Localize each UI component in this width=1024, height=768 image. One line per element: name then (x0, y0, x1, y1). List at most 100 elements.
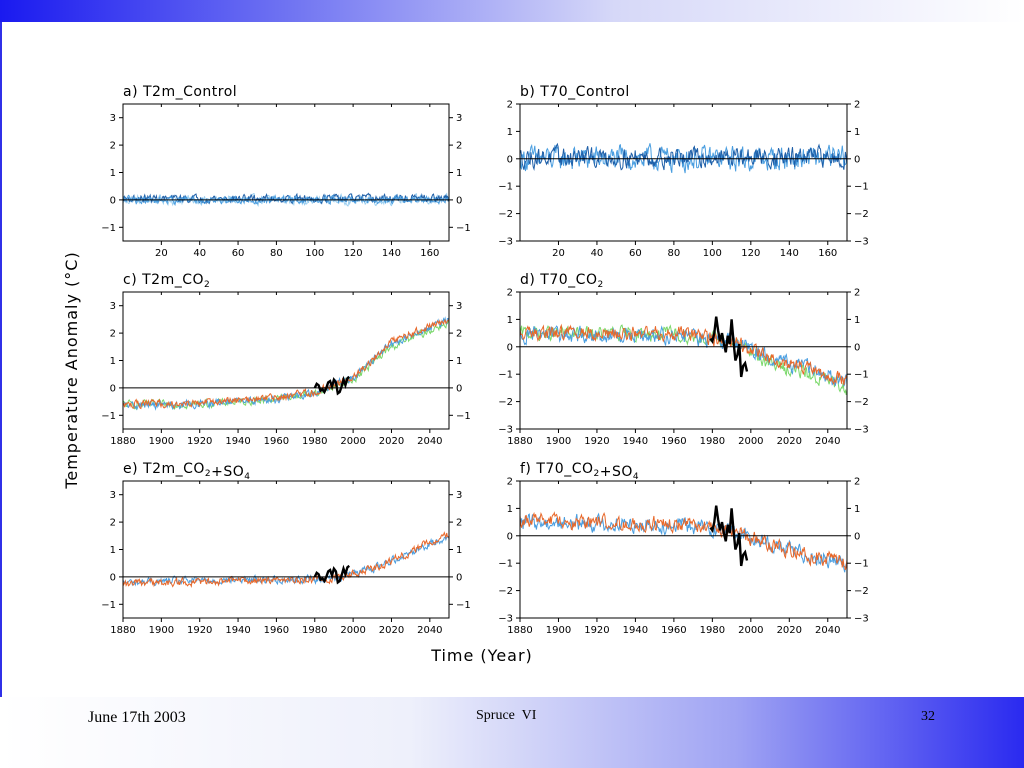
panel-f-ytick-left: −2 (498, 586, 513, 597)
panel-f-series-2 (520, 511, 847, 571)
panel-a-xtick: 120 (344, 248, 363, 259)
panel-e-xtick: 1920 (187, 625, 212, 636)
panel-d-ytick-left: −3 (498, 425, 513, 436)
panel-a-ytick-left: 2 (110, 141, 116, 152)
page-number: 32 (921, 709, 935, 724)
panel-f-xtick: 2000 (738, 625, 763, 636)
panel-c-xtick: 1900 (149, 436, 174, 447)
panel-d-ytick-right: −2 (854, 397, 869, 408)
panel-b-ytick-right: 2 (854, 100, 860, 111)
panel-b-ytick-left: −2 (498, 209, 513, 220)
panel-c-xtick: 1920 (187, 436, 212, 447)
panel-e-xtick: 1940 (225, 625, 250, 636)
panel-f-ytick-right: −1 (854, 559, 869, 570)
panel-e-series-2 (123, 531, 449, 588)
panel-e-observed-series (313, 564, 351, 585)
panel-d: d) T70_CO2 −3 −3 −2 −2 −1 −1 0 0 1 1 2 2 1880 1900 1920… (498, 272, 869, 447)
panel-b: b) T70_Control −3 −3 −2 −2 −1 −1 0 0 1 1 2 2 20 40 60 80… (498, 84, 869, 259)
panel-d-xtick: 1960 (661, 436, 686, 447)
slide-top-bar (0, 0, 1024, 22)
panel-a-ytick-left: 1 (110, 168, 116, 179)
panel-b-frame (519, 103, 848, 242)
panel-f-xtick: 1920 (584, 625, 609, 636)
panel-c: c) T2m_CO2 −1 −1 0 0 1 1 2 2 3 3 1880 1900 1920 1940 19… (101, 272, 471, 447)
panel-b-xtick: 60 (629, 248, 642, 259)
panel-e-title: e) T2m_CO2+SO4 (123, 461, 251, 482)
panel-d-observed-series (709, 316, 749, 378)
panel-e-series-1 (123, 535, 449, 587)
panel-c-xtick: 2020 (379, 436, 404, 447)
panel-c-xtick: 1880 (110, 436, 135, 447)
panel-b-ytick-left: −1 (498, 182, 513, 193)
panel-d-xtick: 2020 (777, 436, 802, 447)
panel-a-ytick-left: −1 (101, 223, 116, 234)
panel-b-xtick: 20 (552, 248, 565, 259)
panel-f-ytick-right: −2 (854, 586, 869, 597)
panel-c-frame (122, 291, 450, 430)
panel-a-ytick-left: 0 (110, 195, 116, 206)
slide-left-edge (0, 22, 2, 698)
panel-c-ytick-right: 0 (456, 383, 462, 394)
footer-date: June 17th 2003 (88, 709, 186, 726)
panel-c-ytick-left: −1 (101, 411, 116, 422)
panel-f-ytick-left: 1 (507, 504, 513, 515)
panel-c-ytick-right: 1 (456, 356, 462, 367)
panel-a-title: a) T2m_Control (123, 84, 237, 100)
panel-e-ytick-right: 2 (456, 518, 462, 529)
panel-e-xtick: 1880 (110, 625, 135, 636)
panel-f-ytick-left: −1 (498, 559, 513, 570)
panel-d-xtick: 2040 (815, 436, 840, 447)
panel-a-frame (122, 103, 450, 242)
panel-c-ytick-right: 2 (456, 329, 462, 340)
panel-a: a) T2m_Control −1 −1 0 0 1 1 2 2 3 3 20 40 60 80 100 120… (101, 84, 471, 259)
panel-d-ytick-right: 1 (854, 315, 860, 326)
panel-f-ytick-right: −3 (854, 614, 869, 625)
panel-f-ytick-right: 0 (854, 531, 860, 542)
panel-b-ytick-right: 1 (854, 127, 860, 138)
panel-f: f) T70_CO2+SO4 −3 −3 −2 −2 −1 −1 0 0 1 1 2 2 1880 1900… (498, 461, 869, 636)
panel-c-xtick: 1980 (302, 436, 327, 447)
panel-b-xtick: 120 (741, 248, 760, 259)
panel-a-ytick-left: 3 (110, 113, 116, 124)
panel-b-ytick-right: 0 (854, 154, 860, 165)
panel-b-title: b) T70_Control (520, 84, 630, 100)
panel-b-series-2 (520, 142, 847, 171)
panel-d-series-2 (520, 325, 847, 387)
panel-b-ytick-right: −2 (854, 209, 869, 220)
panel-e-xtick: 1960 (264, 625, 289, 636)
panel-c-ytick-right: 3 (456, 301, 462, 312)
panel-e-xtick: 1980 (302, 625, 327, 636)
panel-d-xtick: 1900 (546, 436, 571, 447)
panel-f-xtick: 1900 (546, 625, 571, 636)
panel-a-xtick: 40 (193, 248, 206, 259)
panel-f-xtick: 1880 (507, 625, 532, 636)
panel-d-title: d) T70_CO2 (520, 272, 604, 290)
panel-c-ytick-left: 0 (110, 383, 116, 394)
panel-b-ytick-left: 0 (507, 154, 513, 165)
panel-c-xtick: 1960 (264, 436, 289, 447)
panel-a-xtick: 100 (305, 248, 324, 259)
panel-c-observed-series (313, 375, 351, 396)
panel-f-frame (519, 480, 848, 619)
panel-c-xtick: 1940 (225, 436, 250, 447)
panel-d-frame (519, 291, 848, 430)
panel-a-xtick: 60 (232, 248, 245, 259)
panel-b-xtick: 80 (668, 248, 681, 259)
panel-a-series-2 (123, 192, 449, 205)
panel-e-ytick-right: 3 (456, 490, 462, 501)
panel-a-ytick-right: 0 (456, 195, 462, 206)
panel-e-ytick-left: −1 (101, 600, 116, 611)
panel-e-ytick-right: 0 (456, 572, 462, 583)
panel-f-observed-series (709, 505, 749, 567)
x-axis-label: Time (Year) (430, 646, 533, 665)
panel-b-ytick-right: −1 (854, 182, 869, 193)
panel-c-ytick-right: −1 (456, 411, 471, 422)
panel-e-ytick-right: −1 (456, 600, 471, 611)
panel-d-xtick: 1880 (507, 436, 532, 447)
panel-d-ytick-right: −1 (854, 370, 869, 381)
panel-d-xtick: 1980 (700, 436, 725, 447)
panel-c-ytick-left: 1 (110, 356, 116, 367)
panel-a-ytick-right: −1 (456, 223, 471, 234)
panel-a-ytick-right: 2 (456, 141, 462, 152)
slide-footer-bar (0, 697, 1024, 768)
